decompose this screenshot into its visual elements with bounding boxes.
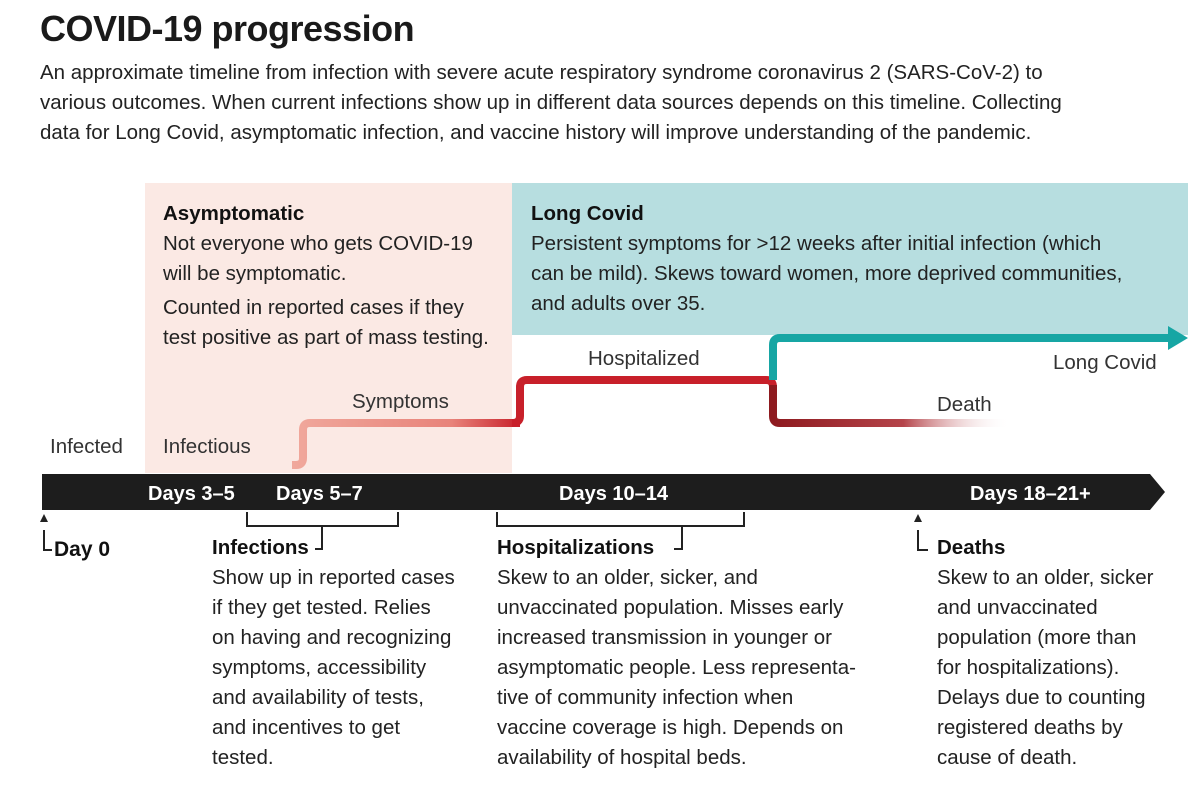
subtitle: An approximate timeline from infection w… bbox=[40, 58, 1190, 148]
deaths-line: Delays due to counting bbox=[937, 686, 1146, 709]
asymptomatic-line: Counted in reported cases if they bbox=[163, 296, 464, 319]
deaths-marker bbox=[917, 530, 928, 551]
long-covid-arrowhead bbox=[1168, 326, 1188, 350]
infections-line: symptoms, accessibility bbox=[212, 656, 427, 679]
asymptomatic-text: Asymptomatic Not everyone who gets COVID… bbox=[163, 199, 489, 353]
symptoms-line bbox=[292, 419, 520, 469]
timeline-label-days-18-21: Days 18–21+ bbox=[970, 483, 1091, 505]
hospitalizations-line: vaccine coverage is high. Depends on bbox=[497, 716, 844, 739]
hospitalizations-line: availability of hospital beds. bbox=[497, 746, 747, 769]
stage-label-infectious: Infectious bbox=[163, 435, 251, 458]
hospitalizations-line: unvaccinated population. Misses early bbox=[497, 596, 844, 619]
long-covid-heading: Long Covid bbox=[531, 202, 644, 225]
long-covid-region bbox=[512, 183, 1188, 335]
stage-label-hospitalized: Hospitalized bbox=[588, 347, 700, 370]
timeline-bar bbox=[42, 474, 1165, 510]
hospitalizations-line: tive of community infection when bbox=[497, 686, 794, 709]
infections-line: Show up in reported cases bbox=[212, 566, 455, 589]
day0-label: Day 0 bbox=[54, 538, 110, 561]
hospitalizations-line: increased transmission in younger or bbox=[497, 626, 832, 649]
hospitalizations-heading: Hospitalizations bbox=[497, 536, 655, 559]
infections-line: and incentives to get bbox=[212, 716, 401, 739]
long-covid-line: can be mild). Skews toward women, more d… bbox=[531, 262, 1123, 285]
stage-label-long-covid: Long Covid bbox=[1053, 351, 1157, 374]
stage-label-infected: Infected bbox=[50, 435, 123, 458]
timeline-label-days-10-14: Days 10–14 bbox=[559, 483, 669, 505]
infections-line: on having and recognizing bbox=[212, 626, 452, 649]
hospitalizations-line: asymptomatic people. Less representa- bbox=[497, 656, 856, 679]
infections-heading: Infections bbox=[212, 536, 309, 559]
deaths-arrow-icon bbox=[914, 514, 922, 522]
long-covid-line: Persistent symptoms for >12 weeks after … bbox=[531, 232, 1102, 255]
day0-arrow-icon bbox=[40, 514, 48, 522]
deaths-heading: Deaths bbox=[937, 536, 1006, 559]
subtitle-line: various outcomes. When current infection… bbox=[40, 91, 1062, 114]
long-covid-line bbox=[769, 334, 1170, 380]
hospitalizations-bracket bbox=[496, 512, 745, 550]
infections-line: if they get tested. Relies bbox=[212, 596, 431, 619]
day0-marker bbox=[43, 530, 52, 551]
asymptomatic-line: will be symptomatic. bbox=[163, 262, 347, 285]
deaths-line: cause of death. bbox=[937, 746, 1078, 769]
page-title: COVID-19 progression bbox=[40, 8, 415, 49]
stage-label-symptoms: Symptoms bbox=[352, 390, 449, 413]
long-covid-line: and adults over 35. bbox=[531, 292, 706, 315]
deaths-line: registered deaths by bbox=[937, 716, 1123, 739]
timeline-label-days-5-7: Days 5–7 bbox=[276, 483, 363, 505]
asymptomatic-line: Not everyone who gets COVID-19 bbox=[163, 232, 473, 255]
deaths-note: Deaths Skew to an older, sicker and unva… bbox=[937, 533, 1154, 773]
deaths-line: for hospitalizations). bbox=[937, 656, 1120, 679]
hospitalizations-line: Skew to an older, sicker, and bbox=[497, 566, 758, 589]
timeline-label-days-3-5: Days 3–5 bbox=[148, 483, 235, 505]
subtitle-line: data for Long Covid, asymptomatic infect… bbox=[40, 121, 1032, 144]
infections-line: tested. bbox=[212, 746, 274, 769]
long-covid-text: Long Covid Persistent symptoms for >12 w… bbox=[531, 199, 1122, 319]
asymptomatic-line: test positive as part of mass testing. bbox=[163, 326, 489, 349]
deaths-line: Skew to an older, sicker bbox=[937, 566, 1154, 589]
deaths-line: and unvaccinated bbox=[937, 596, 1098, 619]
infections-line: and availability of tests, bbox=[212, 686, 424, 709]
hospitalizations-note: Hospitalizations Skew to an older, sicke… bbox=[497, 533, 856, 773]
subtitle-line: An approximate timeline from infection w… bbox=[40, 61, 1043, 84]
asymptomatic-heading: Asymptomatic bbox=[163, 202, 305, 225]
hospital-line bbox=[511, 376, 777, 427]
infections-bracket bbox=[246, 512, 399, 550]
infections-note: Infections Show up in reported cases if … bbox=[212, 533, 455, 773]
deaths-line: population (more than bbox=[937, 626, 1137, 649]
stage-label-death: Death bbox=[937, 393, 992, 416]
death-line bbox=[769, 385, 1010, 427]
